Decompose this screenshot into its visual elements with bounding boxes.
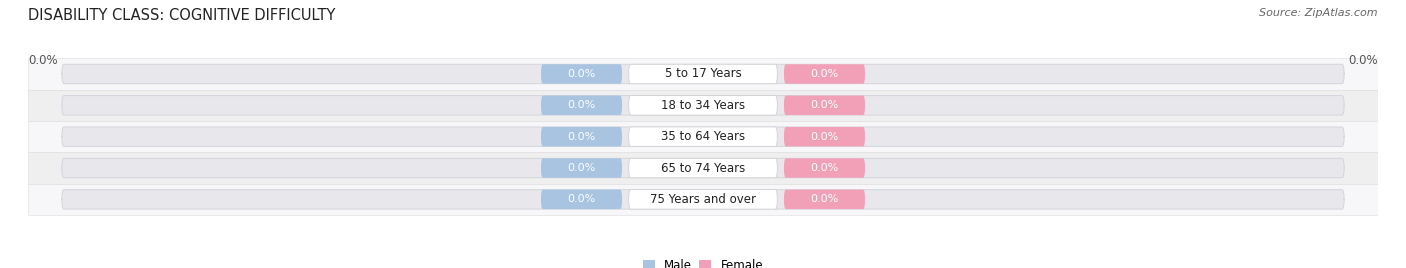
- Text: 0.0%: 0.0%: [1348, 54, 1378, 67]
- FancyBboxPatch shape: [785, 127, 865, 146]
- Bar: [28, 58, 1378, 90]
- FancyBboxPatch shape: [785, 158, 865, 178]
- Text: 0.0%: 0.0%: [810, 194, 838, 204]
- Text: 0.0%: 0.0%: [568, 132, 596, 142]
- Text: DISABILITY CLASS: COGNITIVE DIFFICULTY: DISABILITY CLASS: COGNITIVE DIFFICULTY: [28, 8, 336, 23]
- Text: 18 to 34 Years: 18 to 34 Years: [661, 99, 745, 112]
- Text: 0.0%: 0.0%: [568, 100, 596, 110]
- FancyBboxPatch shape: [628, 127, 778, 146]
- Bar: [28, 121, 1378, 152]
- Text: 5 to 17 Years: 5 to 17 Years: [665, 68, 741, 80]
- Legend: Male, Female: Male, Female: [638, 255, 768, 268]
- Text: 0.0%: 0.0%: [568, 194, 596, 204]
- Bar: [28, 184, 1378, 215]
- Text: 0.0%: 0.0%: [810, 69, 838, 79]
- FancyBboxPatch shape: [62, 127, 1344, 146]
- Bar: [28, 152, 1378, 184]
- Text: 0.0%: 0.0%: [810, 100, 838, 110]
- Bar: [28, 90, 1378, 121]
- FancyBboxPatch shape: [62, 64, 1344, 84]
- Text: 0.0%: 0.0%: [568, 69, 596, 79]
- Text: 65 to 74 Years: 65 to 74 Years: [661, 162, 745, 174]
- Text: 0.0%: 0.0%: [568, 163, 596, 173]
- FancyBboxPatch shape: [541, 96, 621, 115]
- FancyBboxPatch shape: [628, 158, 778, 178]
- FancyBboxPatch shape: [628, 190, 778, 209]
- FancyBboxPatch shape: [628, 96, 778, 115]
- FancyBboxPatch shape: [541, 190, 621, 209]
- FancyBboxPatch shape: [785, 190, 865, 209]
- Text: 0.0%: 0.0%: [810, 163, 838, 173]
- FancyBboxPatch shape: [62, 96, 1344, 115]
- FancyBboxPatch shape: [62, 158, 1344, 178]
- FancyBboxPatch shape: [62, 190, 1344, 209]
- FancyBboxPatch shape: [541, 64, 621, 84]
- Text: 75 Years and over: 75 Years and over: [650, 193, 756, 206]
- Text: Source: ZipAtlas.com: Source: ZipAtlas.com: [1260, 8, 1378, 18]
- Text: 0.0%: 0.0%: [810, 132, 838, 142]
- FancyBboxPatch shape: [628, 64, 778, 84]
- Text: 35 to 64 Years: 35 to 64 Years: [661, 130, 745, 143]
- FancyBboxPatch shape: [541, 127, 621, 146]
- FancyBboxPatch shape: [541, 158, 621, 178]
- Text: 0.0%: 0.0%: [28, 54, 58, 67]
- FancyBboxPatch shape: [785, 96, 865, 115]
- FancyBboxPatch shape: [785, 64, 865, 84]
